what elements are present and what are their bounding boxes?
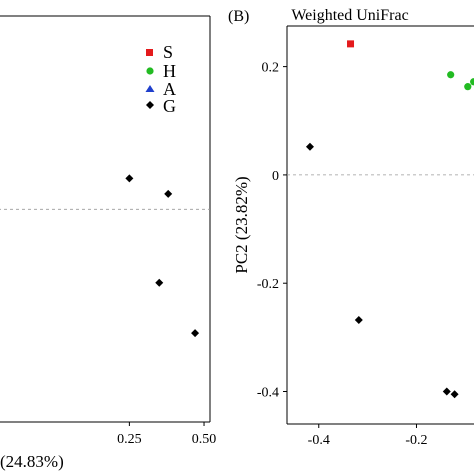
- panel-b-point-g: [450, 390, 459, 399]
- panel-a-x-ticks: 0.25 0.50: [117, 422, 216, 447]
- legend-label-g: G: [163, 96, 176, 116]
- panel-b-point-g: [442, 387, 451, 396]
- panel-b-x-ticks: -0.4 -0.2: [308, 424, 428, 448]
- legend-label-s: S: [163, 42, 173, 62]
- panel-b-y-tick-label: 0.2: [262, 61, 280, 76]
- legend-marker-a: [145, 85, 155, 92]
- panel-a-x-axis-label: (24.83%): [0, 452, 64, 471]
- panel-b-x-tick-label: -0.2: [405, 433, 427, 448]
- panel-a-points: [125, 174, 200, 338]
- panel-b-point-h: [447, 71, 455, 79]
- panel-a-point-g: [164, 189, 173, 198]
- legend: S H A G: [145, 42, 176, 116]
- panel-b-title: Weighted UniFrac: [291, 7, 408, 24]
- panel-b-y-axis-label: PC2 (23.82%): [232, 176, 251, 273]
- panel-a-point-g: [125, 174, 134, 183]
- panel-b: (B) Weighted UniFrac 0.20-0.2-0.4 -0.4 -0…: [228, 7, 474, 448]
- panel-a-x-tick-label: 0.25: [117, 432, 142, 447]
- legend-label-a: A: [163, 79, 176, 99]
- panel-a-x-tick-label: 0.50: [192, 432, 217, 447]
- legend-marker-g: [146, 101, 154, 109]
- panel-b-points: [305, 40, 474, 399]
- panel-a: 0.25 0.50 (24.83%) S H A G: [0, 15, 216, 471]
- panel-b-y-tick-label: 0: [272, 169, 279, 184]
- legend-label-h: H: [163, 61, 176, 81]
- legend-marker-h: [146, 67, 154, 75]
- panel-b-y-tick-label: -0.4: [257, 386, 279, 401]
- panel-b-label: (B): [228, 8, 249, 25]
- panel-a-point-g: [191, 329, 200, 338]
- legend-marker-s: [146, 49, 153, 56]
- panel-b-point-h: [470, 78, 474, 86]
- panel-a-point-g: [155, 278, 164, 287]
- panel-b-y-ticks: 0.2 0 -0.2 -0.4: [257, 61, 287, 401]
- panel-b-point-g: [305, 142, 314, 151]
- panel-b-point-s: [347, 40, 355, 48]
- panel-b-point-g: [354, 316, 363, 325]
- panel-b-y-tick-label: -0.2: [257, 277, 279, 292]
- panel-b-point-h: [464, 83, 472, 91]
- panel-b-x-tick-label: -0.4: [308, 433, 330, 448]
